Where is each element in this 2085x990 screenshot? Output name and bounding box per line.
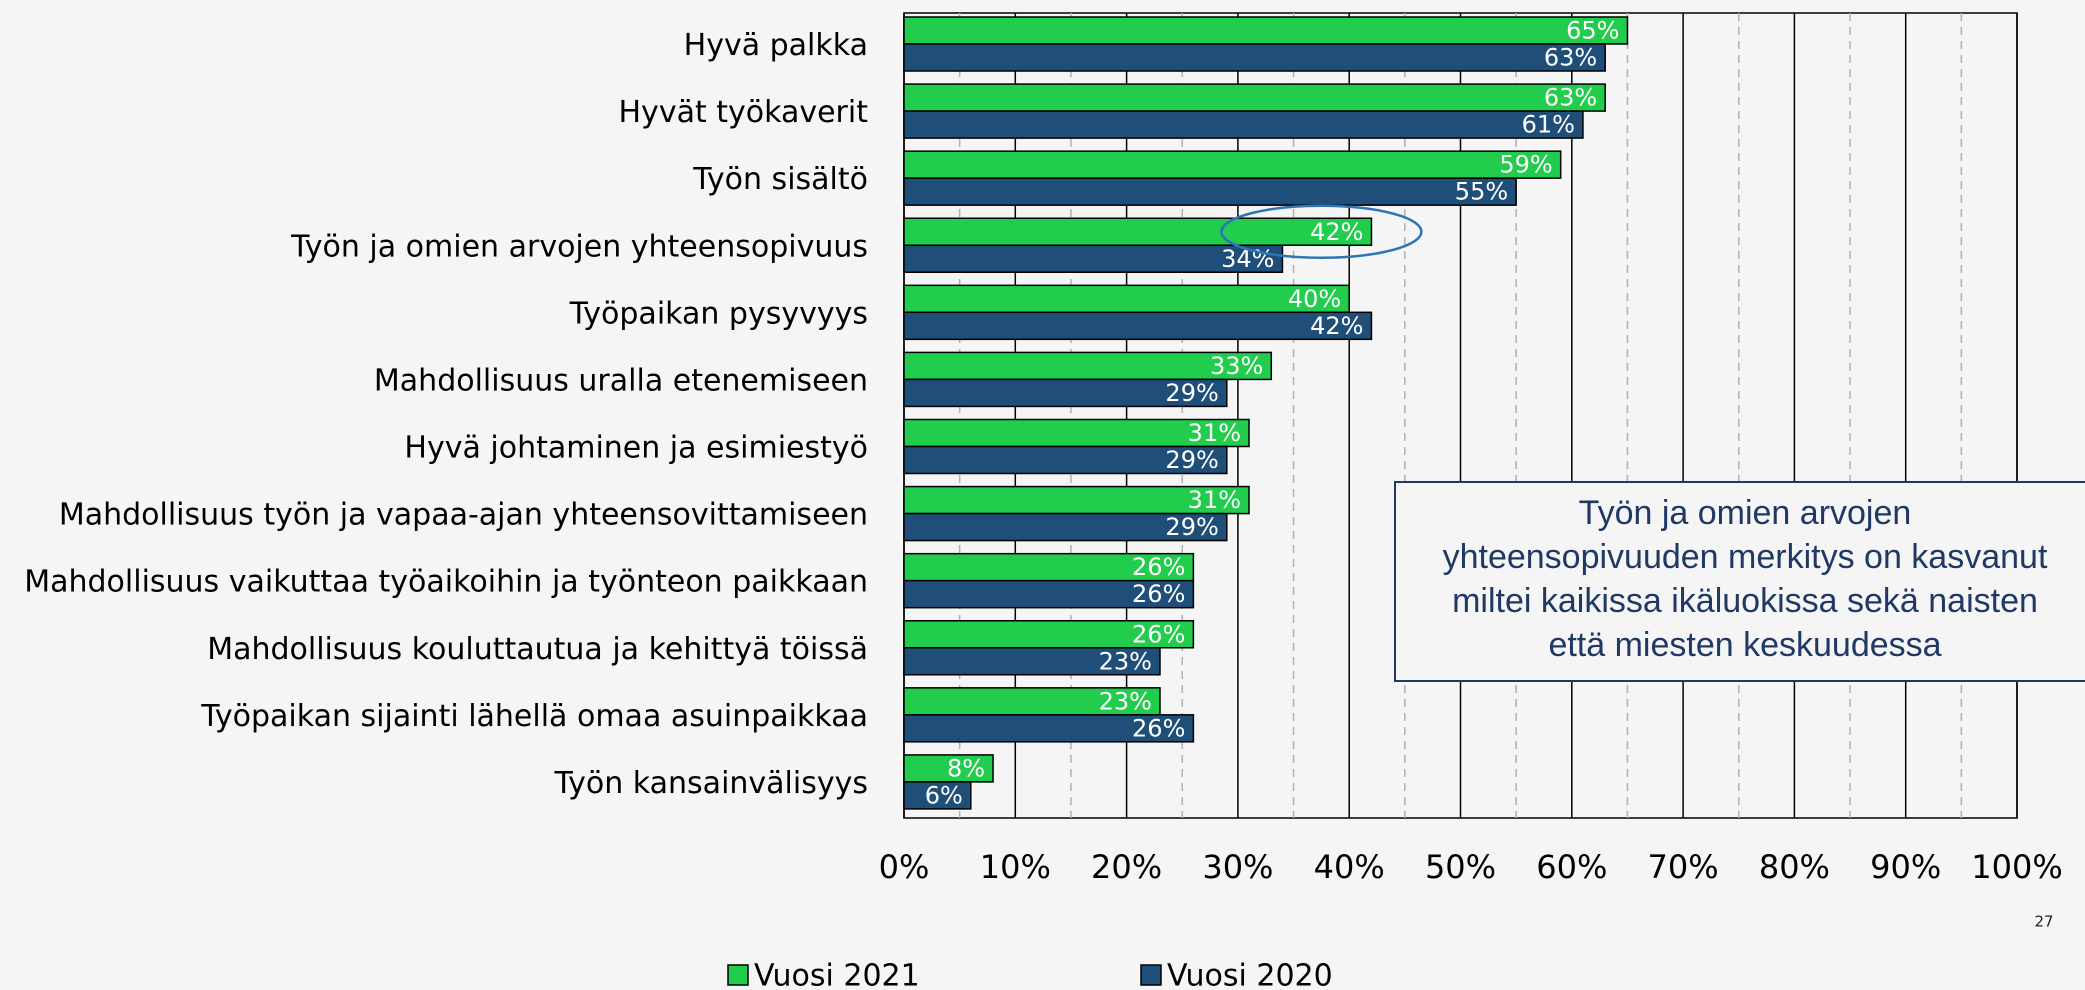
category-label: Hyvä palkka	[684, 28, 868, 63]
annotation-line: että miesten keskuudessa	[1548, 626, 1941, 664]
bar	[903, 552, 1195, 582]
bar	[903, 83, 1606, 112]
bar	[903, 244, 1284, 273]
value-label: 31%	[1188, 419, 1241, 447]
value-label: 29%	[1165, 513, 1218, 541]
value-label: 65%	[1566, 17, 1619, 45]
value-label: 26%	[1132, 620, 1185, 648]
category-label: Hyvät työkaverit	[619, 95, 869, 130]
bar	[903, 620, 1195, 649]
category-label: Mahdollisuus vaikuttaa työaikoihin ja ty…	[24, 565, 868, 600]
value-label: 23%	[1099, 647, 1152, 675]
bar	[903, 150, 1562, 179]
value-label: 23%	[1099, 687, 1152, 715]
x-tick-label: 90%	[1870, 848, 1941, 886]
x-tick-label: 100%	[1971, 848, 2062, 886]
value-label: 42%	[1310, 312, 1363, 340]
bar	[903, 485, 1250, 515]
bar	[903, 754, 994, 783]
category-label: Työpaikan pysyvyys	[569, 296, 868, 331]
value-label: 42%	[1310, 218, 1363, 246]
bar	[903, 43, 1606, 72]
category-label: Mahdollisuus työn ja vapaa-ajan yhteenso…	[59, 498, 868, 533]
bar	[903, 378, 1228, 408]
legend-label: Vuosi 2020	[1167, 959, 1333, 990]
bar	[903, 284, 1350, 314]
legend-label: Vuosi 2021	[754, 959, 920, 990]
bar	[903, 579, 1195, 609]
category-label: Mahdollisuus kouluttautua ja kehittyä tö…	[207, 632, 868, 667]
x-tick-label: 60%	[1536, 848, 1607, 886]
value-label: 31%	[1188, 486, 1241, 514]
bar	[903, 647, 1161, 676]
x-tick-label: 70%	[1648, 848, 1719, 886]
bar	[903, 687, 1161, 716]
x-tick-label: 10%	[980, 848, 1051, 886]
bar	[903, 418, 1250, 448]
bar	[903, 217, 1373, 246]
value-label: 26%	[1132, 553, 1185, 581]
bar	[903, 351, 1273, 381]
category-label: Työpaikan sijainti lähellä omaa asuinpai…	[200, 699, 868, 734]
highlight-ellipse	[1220, 204, 1423, 259]
value-label: 8%	[947, 754, 985, 782]
legend-swatch	[1140, 964, 1162, 986]
x-tick-label: 50%	[1425, 848, 1496, 886]
category-label: Työn kansainvälisyys	[554, 766, 869, 801]
category-label: Hyvä johtaminen ja esimiestyö	[404, 431, 868, 466]
bar	[903, 110, 1584, 139]
value-label: 63%	[1544, 84, 1597, 112]
value-label: 55%	[1455, 178, 1508, 206]
x-tick-label: 20%	[1091, 848, 1162, 886]
value-label: 6%	[925, 781, 963, 809]
bar	[903, 445, 1228, 475]
x-tick-label: 80%	[1759, 848, 1830, 886]
category-label: Mahdollisuus uralla etenemiseen	[374, 363, 868, 398]
bar	[903, 714, 1195, 743]
bar	[903, 781, 972, 810]
category-label: Työn ja omien arvojen yhteensopivuus	[290, 229, 868, 264]
annotation-line: Työn ja omien arvojen	[1579, 494, 1912, 532]
value-label: 26%	[1132, 714, 1185, 742]
x-tick-label: 30%	[1202, 848, 1273, 886]
bar	[903, 177, 1517, 206]
value-label: 29%	[1165, 379, 1218, 407]
bar	[903, 16, 1629, 45]
value-label: 29%	[1165, 446, 1218, 474]
value-label: 33%	[1210, 352, 1263, 380]
value-label: 63%	[1544, 44, 1597, 72]
value-label: 61%	[1522, 111, 1575, 139]
value-label: 59%	[1499, 151, 1552, 179]
category-label: Työn sisältö	[692, 162, 868, 197]
value-label: 40%	[1288, 285, 1341, 313]
bar	[903, 512, 1228, 542]
annotation-line: yhteensopivuuden merkitys on kasvanut	[1443, 538, 2048, 576]
bar	[903, 311, 1373, 341]
page-number: 27	[2034, 913, 2053, 931]
x-tick-label: 0%	[879, 848, 930, 886]
annotation-box	[1394, 481, 2085, 682]
annotation-line: miltei kaikissa ikäluokissa sekä naisten	[1452, 582, 2038, 620]
value-label: 26%	[1132, 580, 1185, 608]
legend-swatch	[727, 964, 749, 986]
x-tick-label: 40%	[1314, 848, 1385, 886]
